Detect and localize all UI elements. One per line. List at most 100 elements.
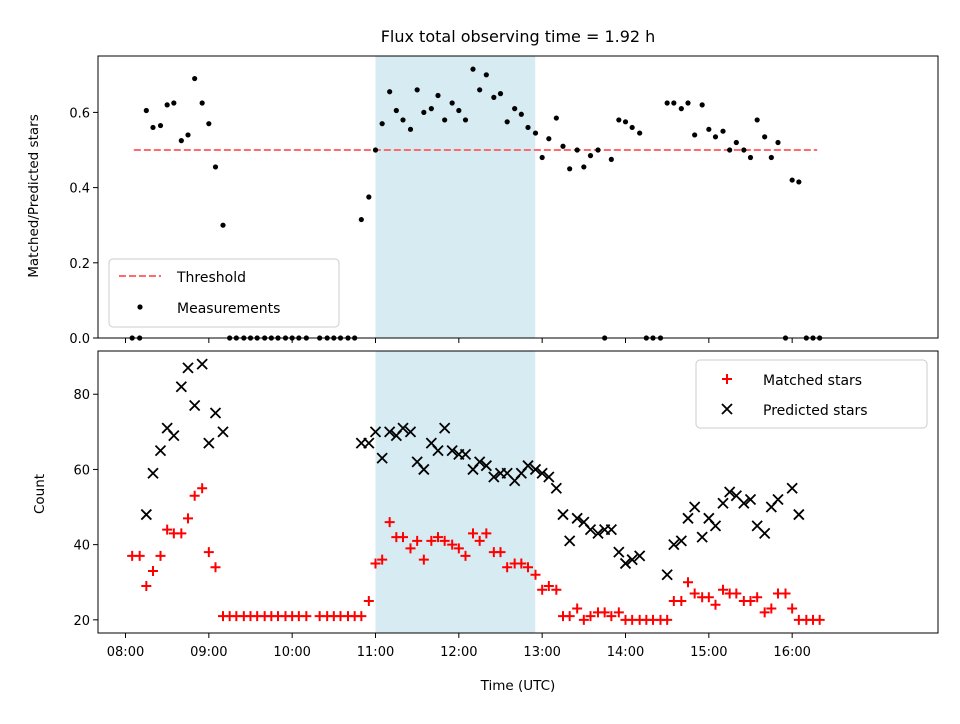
data-point — [578, 614, 589, 625]
data-point — [574, 147, 580, 153]
data-point — [150, 124, 156, 131]
y-tick-label: 0.2 — [69, 257, 90, 272]
data-point — [564, 535, 576, 547]
data-point — [459, 448, 472, 461]
data-point — [752, 592, 763, 603]
data-point — [456, 107, 462, 114]
data-point — [175, 381, 187, 393]
data-point — [162, 524, 173, 535]
data-point — [474, 456, 486, 468]
data-point — [564, 611, 575, 622]
data-point — [212, 164, 219, 170]
data-point — [683, 577, 693, 588]
x-tick-label: 11:00 — [357, 645, 394, 660]
data-point — [442, 117, 448, 123]
data-point — [301, 611, 312, 622]
data-point — [536, 467, 548, 479]
data-point — [460, 550, 471, 561]
data-point — [155, 550, 166, 561]
data-point — [703, 592, 714, 603]
data-point — [733, 139, 739, 146]
data-point — [525, 124, 531, 131]
legend-predicted-swatch — [721, 403, 733, 415]
data-point — [369, 426, 382, 438]
data-point — [754, 117, 760, 123]
data-point — [398, 532, 408, 543]
data-point — [745, 596, 756, 607]
legend-box — [695, 359, 928, 429]
data-point — [539, 154, 545, 161]
data-point — [738, 497, 750, 509]
data-point — [372, 147, 379, 153]
data-point — [731, 588, 742, 599]
data-point — [796, 179, 802, 185]
data-point — [622, 119, 629, 125]
data-point — [468, 528, 478, 539]
data-point — [210, 562, 221, 573]
data-point — [358, 216, 364, 223]
axes-frame — [97, 350, 939, 634]
bottom-y-axis-label: Count — [32, 474, 48, 514]
data-point — [571, 512, 583, 524]
observing-window — [375, 56, 536, 338]
data-point — [203, 437, 215, 449]
series-matched-stars — [127, 483, 825, 625]
data-point — [744, 493, 757, 506]
y-tick-label: 80 — [73, 388, 90, 403]
data-point — [495, 547, 506, 558]
data-point — [134, 550, 145, 561]
legend: Matched stars Predicted stars — [695, 359, 928, 429]
data-point — [518, 111, 524, 117]
data-point — [377, 554, 388, 565]
y-tick-label: 60 — [73, 463, 90, 478]
x-tick-label: 10:00 — [273, 645, 310, 660]
data-point — [662, 614, 673, 625]
data-point — [449, 100, 455, 106]
data-point — [629, 124, 635, 131]
data-point — [676, 596, 687, 607]
data-point — [209, 407, 222, 419]
data-point — [414, 87, 420, 93]
x-tick-label: 12:00 — [440, 645, 477, 660]
data-point — [439, 422, 451, 434]
data-point — [814, 614, 825, 625]
data-point — [418, 554, 429, 565]
data-point — [147, 467, 159, 479]
data-point — [154, 445, 167, 457]
data-point — [199, 100, 205, 106]
chart-title: Flux total observing time = 1.92 h — [381, 27, 656, 46]
data-point — [529, 463, 542, 476]
data-point — [793, 508, 805, 521]
data-point — [772, 493, 784, 506]
data-point — [366, 194, 372, 200]
data-point — [453, 543, 464, 554]
legend-measurements-label: Measurements — [177, 301, 280, 317]
data-point — [587, 153, 594, 159]
data-point — [148, 565, 158, 576]
y-tick-label: 20 — [73, 614, 90, 629]
x-tick-label: 16:00 — [773, 645, 810, 660]
data-point — [502, 562, 513, 573]
data-point — [447, 539, 458, 550]
data-point — [488, 471, 500, 483]
legend-box — [108, 258, 340, 328]
data-point — [720, 128, 726, 134]
data-point — [462, 117, 469, 123]
data-point — [393, 107, 399, 114]
legend-measurements-swatch — [137, 304, 143, 310]
data-point — [203, 547, 214, 558]
data-point — [183, 513, 193, 524]
x-tick-label: 08:00 — [107, 645, 144, 660]
data-point — [446, 445, 458, 457]
data-point — [787, 603, 798, 614]
data-point — [164, 102, 170, 108]
data-point — [595, 147, 601, 153]
data-point — [480, 460, 492, 472]
data-point — [682, 512, 694, 524]
data-point — [143, 107, 149, 114]
data-point — [560, 143, 566, 149]
data-point — [551, 584, 562, 595]
data-point — [608, 156, 614, 162]
data-point — [370, 558, 381, 569]
top-panel: 0.0 0.2 0.4 0.6 Threshold Measurements — [69, 55, 939, 347]
